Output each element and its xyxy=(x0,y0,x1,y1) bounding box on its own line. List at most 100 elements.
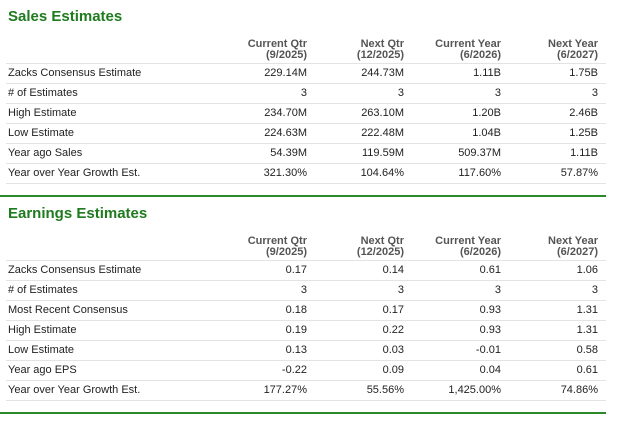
cell-value: 117.60% xyxy=(458,167,501,179)
column-period: (12/2025) xyxy=(356,246,404,258)
cell-value: 2.46B xyxy=(569,107,598,119)
cell-value: 0.93 xyxy=(479,304,501,316)
cell-value: 3 xyxy=(300,87,307,99)
row-label: High Estimate xyxy=(8,107,77,119)
row-label: Low Estimate xyxy=(8,127,75,139)
cell-value: 74.86% xyxy=(560,384,598,396)
column-period: (6/2027) xyxy=(557,49,598,61)
column-name: Next Qtr xyxy=(360,235,404,247)
row-label: Year ago EPS xyxy=(8,364,77,376)
cell-value: 0.17 xyxy=(382,304,404,316)
row-divider xyxy=(6,340,606,341)
cell-value: 222.48M xyxy=(361,127,404,139)
row-label: Zacks Consensus Estimate xyxy=(8,264,142,276)
column-name: Current Year xyxy=(435,235,501,247)
cell-value: 1.20B xyxy=(472,107,501,119)
cell-value: 321.30% xyxy=(263,167,307,179)
cell-value: 229.14M xyxy=(264,67,307,79)
row-divider xyxy=(6,400,606,401)
cell-value: 3 xyxy=(397,87,404,99)
row-divider xyxy=(6,183,606,184)
cell-value: 0.58 xyxy=(576,344,598,356)
cell-value: 0.19 xyxy=(285,324,307,336)
row-label: Most Recent Consensus xyxy=(8,304,128,316)
cell-value: 0.03 xyxy=(382,344,404,356)
cell-value: 3 xyxy=(591,87,598,99)
section-title: Sales Estimates xyxy=(8,8,123,25)
row-divider xyxy=(6,103,606,104)
cell-value: 177.27% xyxy=(263,384,307,396)
cell-value: 1.25B xyxy=(569,127,598,139)
cell-value: 3 xyxy=(300,284,307,296)
column-name: Next Qtr xyxy=(360,38,404,50)
column-name: Next Year xyxy=(548,235,598,247)
cell-value: 0.13 xyxy=(285,344,307,356)
row-divider xyxy=(6,123,606,124)
cell-value: 0.93 xyxy=(479,324,501,336)
row-divider xyxy=(6,320,606,321)
row-divider xyxy=(6,300,606,301)
cell-value: 3 xyxy=(397,284,404,296)
cell-value: 1.75B xyxy=(569,67,598,79)
cell-value: 3 xyxy=(494,87,501,99)
row-divider xyxy=(6,280,606,281)
cell-value: 0.61 xyxy=(479,264,501,276)
section-title: Earnings Estimates xyxy=(8,205,148,222)
cell-value: 0.17 xyxy=(285,264,307,276)
cell-value: 263.10M xyxy=(361,107,404,119)
row-label: # of Estimates xyxy=(8,87,78,99)
row-divider xyxy=(6,63,606,64)
section-rule xyxy=(0,412,606,414)
row-label: High Estimate xyxy=(8,324,77,336)
cell-value: -0.01 xyxy=(475,344,501,356)
column-name: Current Year xyxy=(435,38,501,50)
row-label: # of Estimates xyxy=(8,284,78,296)
cell-value: 3 xyxy=(591,284,598,296)
cell-value: 0.04 xyxy=(479,364,501,376)
column-period: (6/2026) xyxy=(460,49,501,61)
cell-value: 0.61 xyxy=(576,364,598,376)
cell-value: 244.73M xyxy=(361,67,404,79)
column-name: Next Year xyxy=(548,38,598,50)
cell-value: 0.18 xyxy=(285,304,307,316)
cell-value: 234.70M xyxy=(264,107,307,119)
row-divider xyxy=(6,163,606,164)
cell-value: 224.63M xyxy=(264,127,307,139)
row-label: Low Estimate xyxy=(8,344,75,356)
cell-value: 1.11B xyxy=(570,147,598,159)
cell-value: 1.31 xyxy=(576,304,598,316)
cell-value: 0.22 xyxy=(382,324,404,336)
column-period: (12/2025) xyxy=(356,49,404,61)
cell-value: 0.14 xyxy=(382,264,404,276)
row-divider xyxy=(6,360,606,361)
column-period: (9/2025) xyxy=(266,246,307,258)
column-period: (6/2026) xyxy=(460,246,501,258)
column-period: (9/2025) xyxy=(266,49,307,61)
row-label: Year over Year Growth Est. xyxy=(8,167,141,179)
cell-value: 57.87% xyxy=(560,167,598,179)
cell-value: 3 xyxy=(494,284,501,296)
section-rule xyxy=(0,195,606,197)
cell-value: 119.59M xyxy=(362,147,404,159)
row-label: Year ago Sales xyxy=(8,147,83,159)
cell-value: 1.11B xyxy=(473,67,501,79)
cell-value: 509.37M xyxy=(458,147,501,159)
cell-value: 1.04B xyxy=(472,127,501,139)
cell-value: 104.64% xyxy=(360,167,404,179)
cell-value: 1.31 xyxy=(576,324,598,336)
row-label: Zacks Consensus Estimate xyxy=(8,67,142,79)
column-period: (6/2027) xyxy=(557,246,598,258)
row-divider xyxy=(6,380,606,381)
column-name: Current Qtr xyxy=(247,38,307,50)
cell-value: 55.56% xyxy=(366,384,404,396)
cell-value: 1,425.00% xyxy=(448,384,501,396)
cell-value: -0.22 xyxy=(281,364,307,376)
row-divider xyxy=(6,260,606,261)
row-divider xyxy=(6,83,606,84)
cell-value: 1.06 xyxy=(576,264,598,276)
row-divider xyxy=(6,143,606,144)
row-label: Year over Year Growth Est. xyxy=(8,384,141,396)
cell-value: 0.09 xyxy=(382,364,404,376)
column-name: Current Qtr xyxy=(247,235,307,247)
